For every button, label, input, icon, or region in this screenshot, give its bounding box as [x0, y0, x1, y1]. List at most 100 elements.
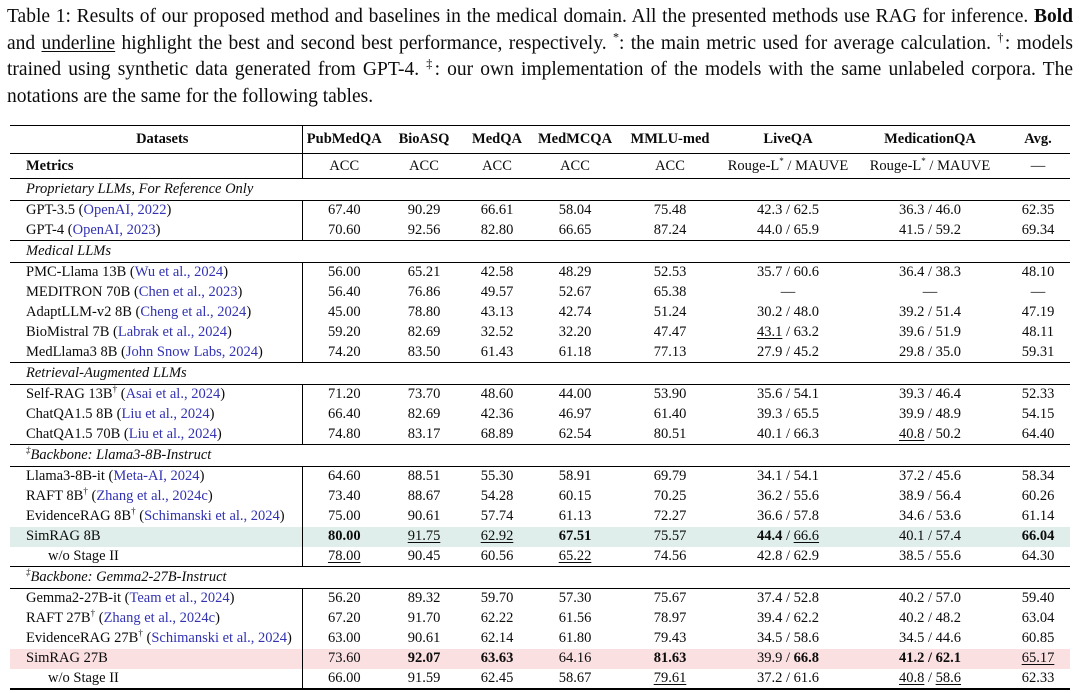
- value-cell: 67.20: [327, 610, 361, 627]
- datasets-corner-label: Datasets: [10, 125, 303, 154]
- model-row: w/o Stage II 66.00 91.59 62.45 58.67 79.61 37.…: [10, 668, 1070, 689]
- value-cell: 70.60: [327, 221, 361, 238]
- value-cell: 40.1 / 66.3: [756, 425, 820, 442]
- value-cell: 71.20: [327, 386, 361, 403]
- model-row: SimRAG 27B 73.60 92.07 63.63 64.16 81.63 39.9 …: [10, 648, 1070, 669]
- value-cell: 78.80: [407, 304, 441, 321]
- value-cell: 59.40: [1021, 590, 1055, 607]
- citation-link[interactable]: John Snow Labs, 2024: [125, 343, 259, 360]
- value-cell: 73.40: [327, 488, 361, 505]
- value-cell: 47.19: [1021, 304, 1055, 321]
- value-cell: 87.24: [653, 221, 687, 238]
- value-cell: 76.86: [407, 284, 441, 301]
- model-name: ChatQA1.5 8B (Liu et al., 2024): [10, 404, 303, 425]
- value-cell: —: [1030, 284, 1046, 301]
- citation-link[interactable]: Zhang et al., 2024c: [103, 610, 216, 627]
- model-row: MEDITRON 70B (Chen et al., 2023) 56.40 76.…: [10, 282, 1070, 303]
- value-cell: 79.43: [653, 630, 687, 647]
- value-cell: 75.48: [653, 202, 687, 219]
- value-cell: 39.9 / 66.8: [756, 650, 820, 667]
- model-row: w/o Stage II 78.00 90.45 60.56 65.22 74.56 42.…: [10, 546, 1070, 567]
- value-cell: 77.13: [653, 343, 687, 360]
- value-cell: 66.65: [558, 221, 592, 238]
- citation-link[interactable]: Liu et al., 2024: [121, 406, 210, 423]
- value-cell: 48.29: [558, 264, 592, 281]
- value-cell: 39.6 / 51.9: [898, 324, 962, 341]
- citation-link[interactable]: Schimanski et al., 2024: [144, 508, 280, 525]
- value-cell: 80.51: [653, 425, 687, 442]
- value-cell: 62.45: [480, 669, 514, 686]
- citation-link[interactable]: Cheng et al., 2024: [140, 304, 247, 321]
- value-cell: 66.00: [327, 669, 361, 686]
- value-cell: 42.58: [480, 264, 514, 281]
- value-cell: 66.04: [1021, 528, 1055, 545]
- value-cell: 38.5 / 55.6: [898, 547, 962, 564]
- value-cell: 39.9 / 48.9: [898, 406, 962, 423]
- value-cell: 90.61: [407, 630, 441, 647]
- col-header-medicationqa: MedicationQA: [884, 131, 976, 148]
- citation-link[interactable]: Team et al., 2024: [129, 590, 230, 607]
- value-cell: 60.56: [480, 547, 514, 564]
- model-row: RAFT 8B† (Zhang et al., 2024c) 73.40 88.67…: [10, 486, 1070, 507]
- value-cell: 74.20: [327, 343, 361, 360]
- value-cell: 91.75: [407, 528, 441, 545]
- model-name: GPT-3.5 (OpenAI, 2022): [10, 200, 303, 221]
- value-cell: 40.2 / 48.2: [898, 610, 962, 627]
- citation-link[interactable]: Wu et al., 2024: [134, 264, 224, 281]
- value-cell: 34.1 / 54.1: [756, 468, 820, 485]
- model-row: ChatQA1.5 8B (Liu et al., 2024) 66.40 82.6…: [10, 404, 1070, 425]
- value-cell: 68.89: [480, 425, 514, 442]
- model-name: RAFT 27B† (Zhang et al., 2024c): [10, 608, 303, 629]
- model-name: ChatQA1.5 70B (Liu et al., 2024): [10, 424, 303, 445]
- value-cell: 40.8 / 50.2: [898, 425, 962, 442]
- metric-cell: Rouge-L* / MAUVE: [727, 155, 849, 174]
- value-cell: 62.35: [1021, 202, 1055, 219]
- citation-link[interactable]: Liu et al., 2024: [128, 425, 217, 442]
- value-cell: 48.11: [1021, 324, 1055, 341]
- value-cell: 66.40: [327, 406, 361, 423]
- section-title-row: ‡Backbone: Llama3-8B-Instruct: [10, 444, 1070, 467]
- value-cell: 40.8 / 58.6: [898, 669, 962, 686]
- model-name: MEDITRON 70B (Chen et al., 2023): [10, 282, 303, 303]
- value-cell: 74.56: [653, 547, 687, 564]
- value-cell: 44.4 / 66.6: [756, 528, 820, 545]
- col-header-medmcqa: MedMCQA: [537, 131, 613, 148]
- model-name: EvidenceRAG 8B† (Schimanski et al., 2024…: [10, 506, 303, 527]
- value-cell: 46.97: [558, 406, 592, 423]
- value-cell: 73.70: [407, 386, 441, 403]
- value-cell: 52.53: [653, 264, 687, 281]
- value-cell: 53.90: [653, 386, 687, 403]
- citation-link[interactable]: OpenAI, 2023: [72, 221, 156, 238]
- value-cell: 79.61: [653, 669, 687, 686]
- citation-link[interactable]: Chen et al., 2023: [138, 284, 238, 301]
- model-row: EvidenceRAG 8B† (Schimanski et al., 2024…: [10, 506, 1070, 527]
- value-cell: 36.2 / 55.6: [756, 488, 820, 505]
- citation-link[interactable]: Zhang et al., 2024c: [96, 488, 208, 505]
- value-cell: 92.56: [407, 221, 441, 238]
- value-cell: 72.27: [653, 508, 687, 525]
- value-cell: 59.70: [480, 590, 514, 607]
- citation-link[interactable]: Labrak et al., 2024: [117, 324, 227, 341]
- value-cell: 42.3 / 62.5: [756, 202, 820, 219]
- citation-link[interactable]: Meta-AI, 2024: [113, 468, 200, 485]
- col-header-mmlu-med: MMLU-med: [630, 131, 710, 148]
- column-header-row: Datasets PubMedQA BioASQ MedQA MedMCQA M…: [10, 125, 1070, 154]
- value-cell: 63.04: [1021, 610, 1055, 627]
- col-header-avg: Avg.: [1024, 131, 1052, 148]
- value-cell: 67.40: [327, 202, 361, 219]
- model-name: Self-RAG 13B† (Asai et al., 2024): [10, 384, 303, 405]
- citation-link[interactable]: Schimanski et al., 2024: [151, 630, 288, 647]
- citation-link[interactable]: OpenAI, 2022: [83, 202, 167, 219]
- value-cell: 57.30: [558, 590, 592, 607]
- value-cell: 62.92: [480, 528, 514, 545]
- value-cell: 39.4 / 62.2: [756, 610, 820, 627]
- value-cell: 61.13: [558, 508, 592, 525]
- value-cell: 70.25: [653, 488, 687, 505]
- metric-cell: —: [1030, 157, 1046, 174]
- value-cell: 90.45: [407, 547, 441, 564]
- value-cell: 42.74: [558, 304, 592, 321]
- value-cell: 48.60: [480, 386, 514, 403]
- citation-link[interactable]: Asai et al., 2024: [125, 386, 221, 403]
- value-cell: 61.40: [653, 406, 687, 423]
- section-title: Retrieval-Augmented LLMs: [26, 365, 187, 382]
